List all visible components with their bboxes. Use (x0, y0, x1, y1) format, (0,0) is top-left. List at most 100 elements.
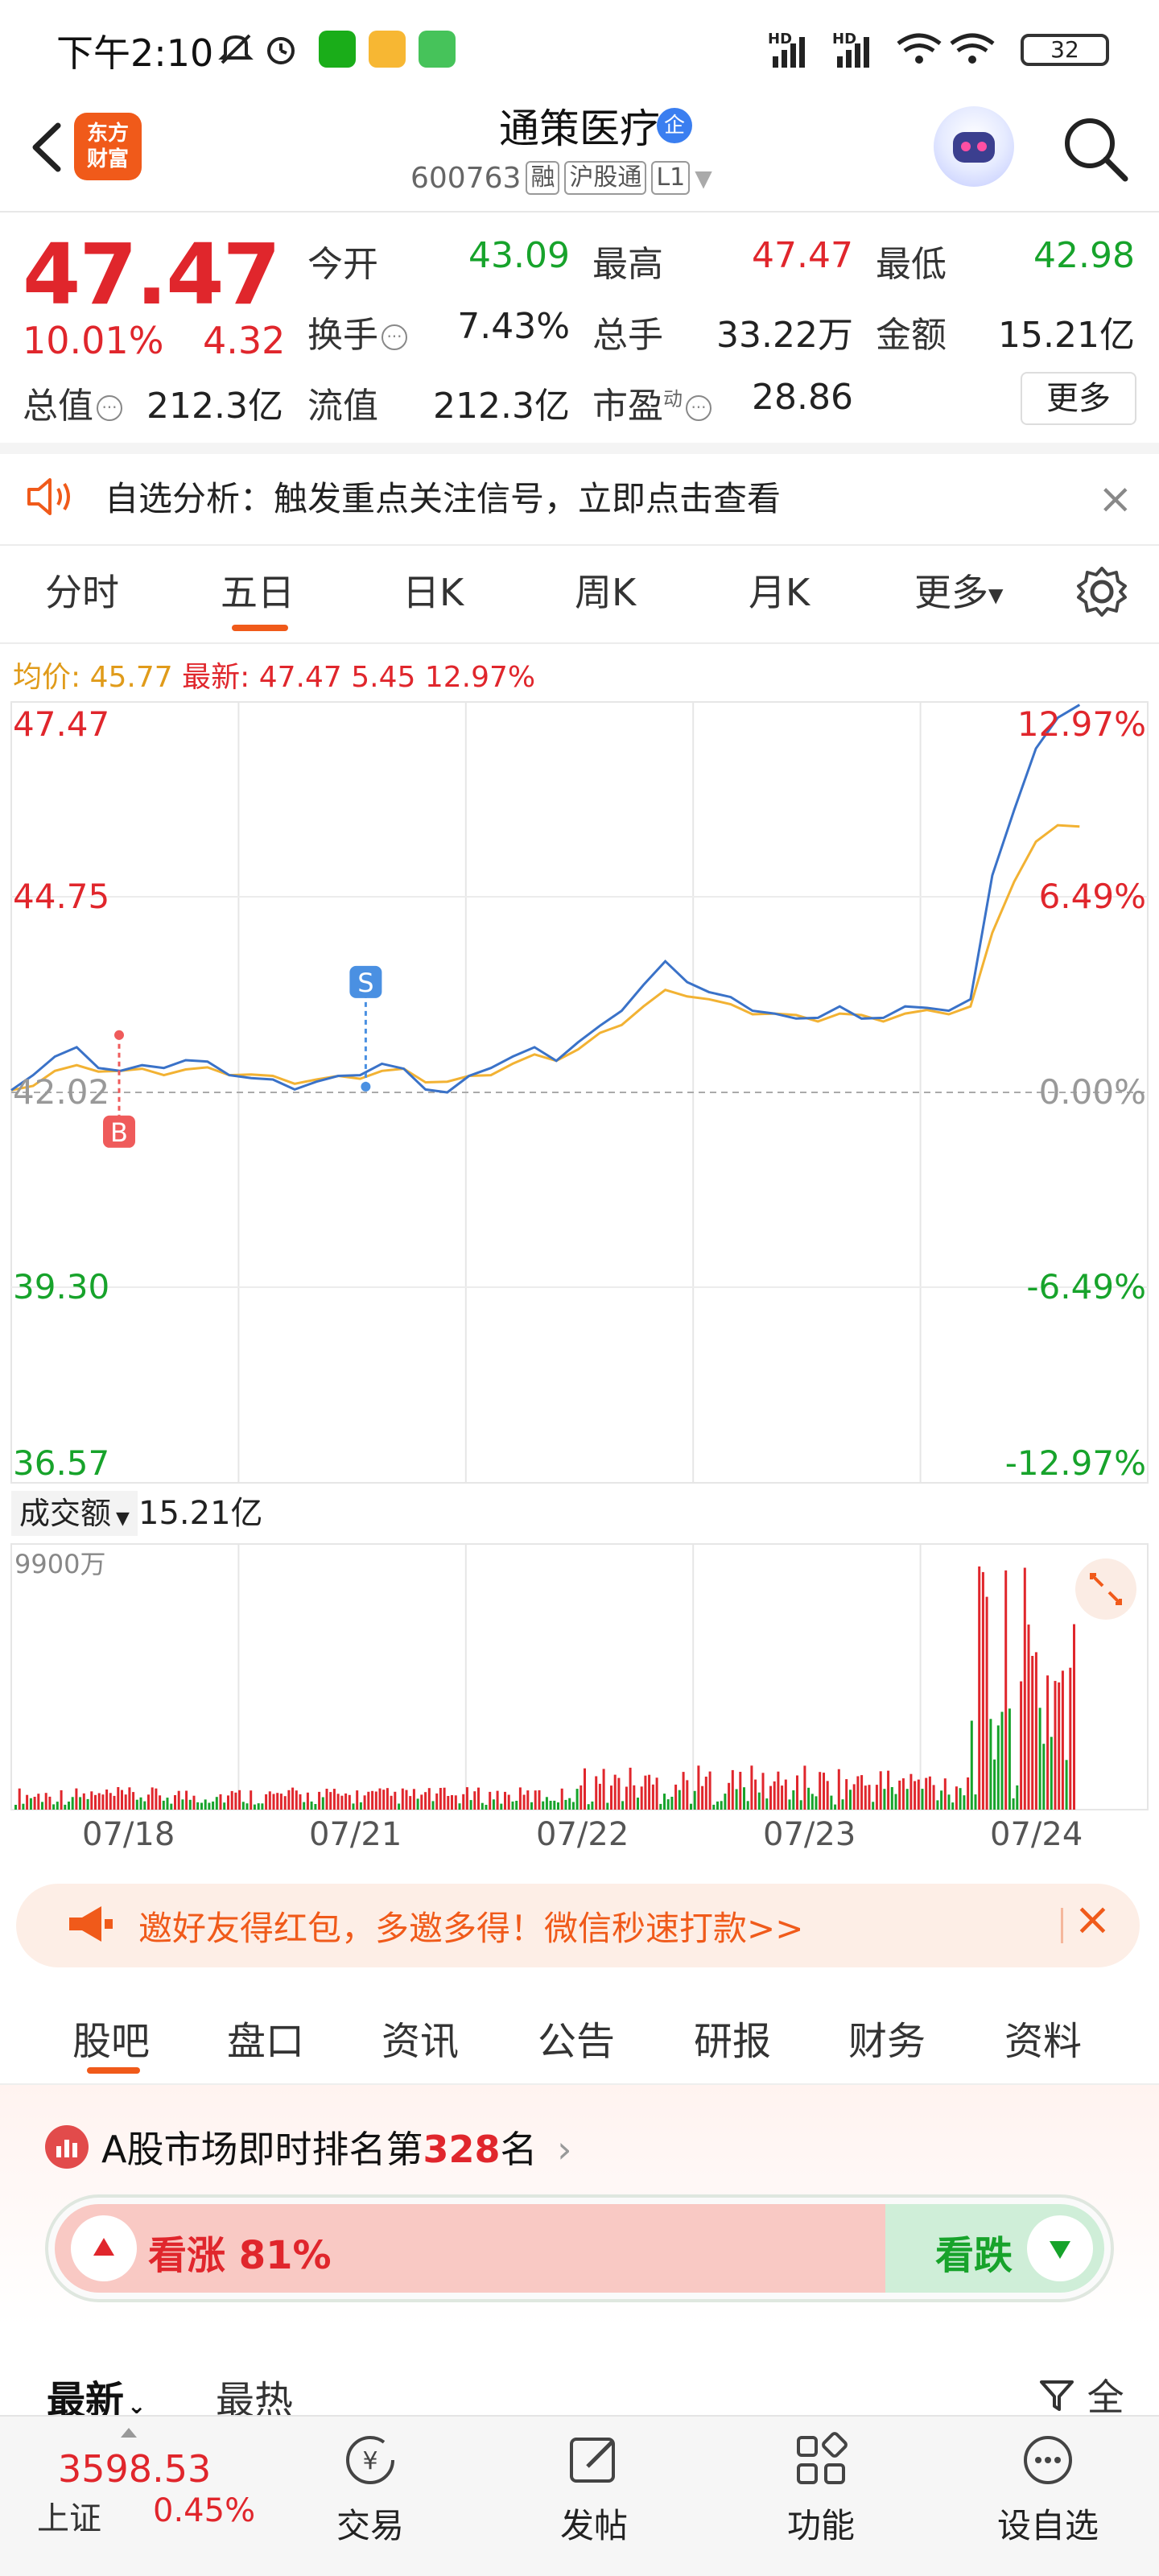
volume-bar (276, 1793, 279, 1810)
high-value: 47.47 (752, 235, 853, 276)
close-icon[interactable]: × (1074, 1893, 1112, 1946)
volume-bar (686, 1780, 689, 1810)
promo-banner[interactable] (16, 1884, 1140, 1967)
volume-bar (200, 1802, 203, 1810)
volume-bar (477, 1787, 480, 1810)
turnover-label[interactable]: 换手 ··· (307, 306, 407, 357)
volume-bar (188, 1799, 192, 1810)
tab-weekly-k[interactable]: 周K (575, 571, 637, 614)
section-separator (0, 443, 1159, 454)
volume-bar (113, 1795, 116, 1810)
volume-bar (1027, 1624, 1030, 1810)
tab-order-book[interactable]: 盘口 (227, 2019, 305, 2064)
back-button[interactable] (23, 111, 71, 184)
volume-indicator-select[interactable]: 成交额 ▼ (11, 1491, 138, 1536)
volume-bar (917, 1779, 920, 1810)
mute-icon (217, 31, 254, 68)
tab-research[interactable]: 研报 (694, 2019, 772, 2064)
close-icon[interactable]: × (1098, 475, 1133, 523)
volume-bar (41, 1802, 43, 1810)
volume-bar (71, 1797, 74, 1810)
promo-divider (1061, 1908, 1063, 1943)
assistant-avatar[interactable] (934, 106, 1014, 187)
volume-bar (663, 1794, 666, 1810)
nav-trade[interactable]: ¥ 交易 (298, 2431, 443, 2548)
volume-bar (321, 1797, 324, 1810)
volume-bar (469, 1800, 472, 1810)
date-label: 07/18 (82, 1816, 175, 1853)
volume-bar (371, 1790, 374, 1810)
volume-bar (26, 1794, 29, 1810)
tab-more[interactable]: 更多▼ (914, 564, 1003, 617)
gear-icon[interactable] (1075, 565, 1128, 618)
y-tick-right: 0.00% (1039, 1072, 1146, 1112)
volume-bar (241, 1802, 245, 1810)
volume-bar (613, 1774, 617, 1810)
volume-bar (14, 1805, 17, 1810)
five-day-chart[interactable]: B S 47.47 44.75 42.02 39.30 36.57 12.97% 6.49% 0… (0, 700, 1159, 1827)
index-value[interactable]: 3598.53 (58, 2447, 212, 2491)
volume-bar (398, 1803, 401, 1810)
volume-bar (356, 1790, 359, 1810)
volume-bar (777, 1771, 780, 1810)
volume-bar (1058, 1682, 1061, 1810)
tab-intraday[interactable]: 分时 (45, 571, 119, 614)
tab-financials[interactable]: 财务 (848, 2019, 926, 2064)
nav-features[interactable]: 功能 (749, 2431, 893, 2548)
latest-label: 最新: (182, 661, 250, 694)
volume-bar (109, 1793, 112, 1810)
nav-post[interactable]: 发帖 (522, 2431, 666, 2548)
volume-bar (781, 1785, 784, 1810)
volume-bar (769, 1785, 772, 1810)
vote-bullish-fill[interactable] (55, 2204, 924, 2293)
bullish-label: 看涨 81% (148, 2233, 332, 2278)
tab-news[interactable]: 资讯 (382, 2019, 460, 2064)
volume-bar (690, 1803, 692, 1810)
speaker-icon (26, 477, 77, 517)
volume-bar (936, 1800, 939, 1810)
tab-announcements[interactable]: 公告 (538, 2019, 616, 2064)
volume-bar (386, 1788, 389, 1810)
arrow-up-icon[interactable] (71, 2215, 137, 2281)
more-info-icon[interactable]: ··· (97, 395, 122, 421)
tab-daily-k[interactable]: 日K (402, 571, 464, 614)
date-label: 07/22 (536, 1816, 629, 1853)
y-tick-right: -12.97% (1005, 1443, 1146, 1483)
volume-bar (637, 1798, 639, 1810)
tab-five-day[interactable]: 五日 (221, 571, 295, 614)
more-info-icon[interactable]: ··· (686, 395, 711, 421)
more-info-icon[interactable]: ··· (382, 324, 407, 350)
expand-icon[interactable] (1075, 1558, 1136, 1620)
caret-up-icon (121, 2428, 137, 2438)
tab-profile[interactable]: 资料 (1004, 2019, 1083, 2064)
volume-bar (124, 1794, 127, 1810)
search-button[interactable] (1059, 113, 1132, 185)
volume-bar (807, 1787, 810, 1810)
stock-code-row[interactable]: 600763 融 沪股通 L1 ▼ (410, 158, 712, 198)
tab-monthly-k[interactable]: 月K (749, 571, 810, 614)
volume-bar (90, 1791, 93, 1810)
volume-bar (617, 1777, 621, 1810)
more-quote-button[interactable]: 更多 (1021, 372, 1136, 425)
more-dots-icon (1019, 2431, 1077, 2489)
mktcap-label[interactable]: 总值 ··· (23, 377, 122, 428)
volume-bar (704, 1777, 707, 1810)
chevron-right-icon: › (557, 2128, 572, 2171)
avg-label: 均价: (13, 661, 81, 694)
nav-add-watchlist[interactable]: 设自选 (975, 2431, 1120, 2548)
ranking-link[interactable]: A股市场即时排名第328名 › (101, 2120, 572, 2174)
tab-forum[interactable]: 股吧 (72, 2019, 151, 2064)
volume-bar (633, 1785, 636, 1810)
volume-bar (363, 1795, 366, 1810)
volume-bar (739, 1772, 742, 1810)
volume-bar (879, 1771, 882, 1810)
volume-bar (682, 1772, 685, 1810)
volume-bar (670, 1797, 674, 1810)
pe-label[interactable]: 市盈动 ··· (592, 377, 711, 428)
volume-bar (674, 1784, 678, 1810)
volume-bar (693, 1790, 696, 1810)
arrow-down-icon[interactable] (1027, 2215, 1093, 2281)
volume-bar (143, 1801, 146, 1810)
pe-sup: 动 (663, 387, 683, 411)
tag-level: L1 (651, 161, 691, 195)
